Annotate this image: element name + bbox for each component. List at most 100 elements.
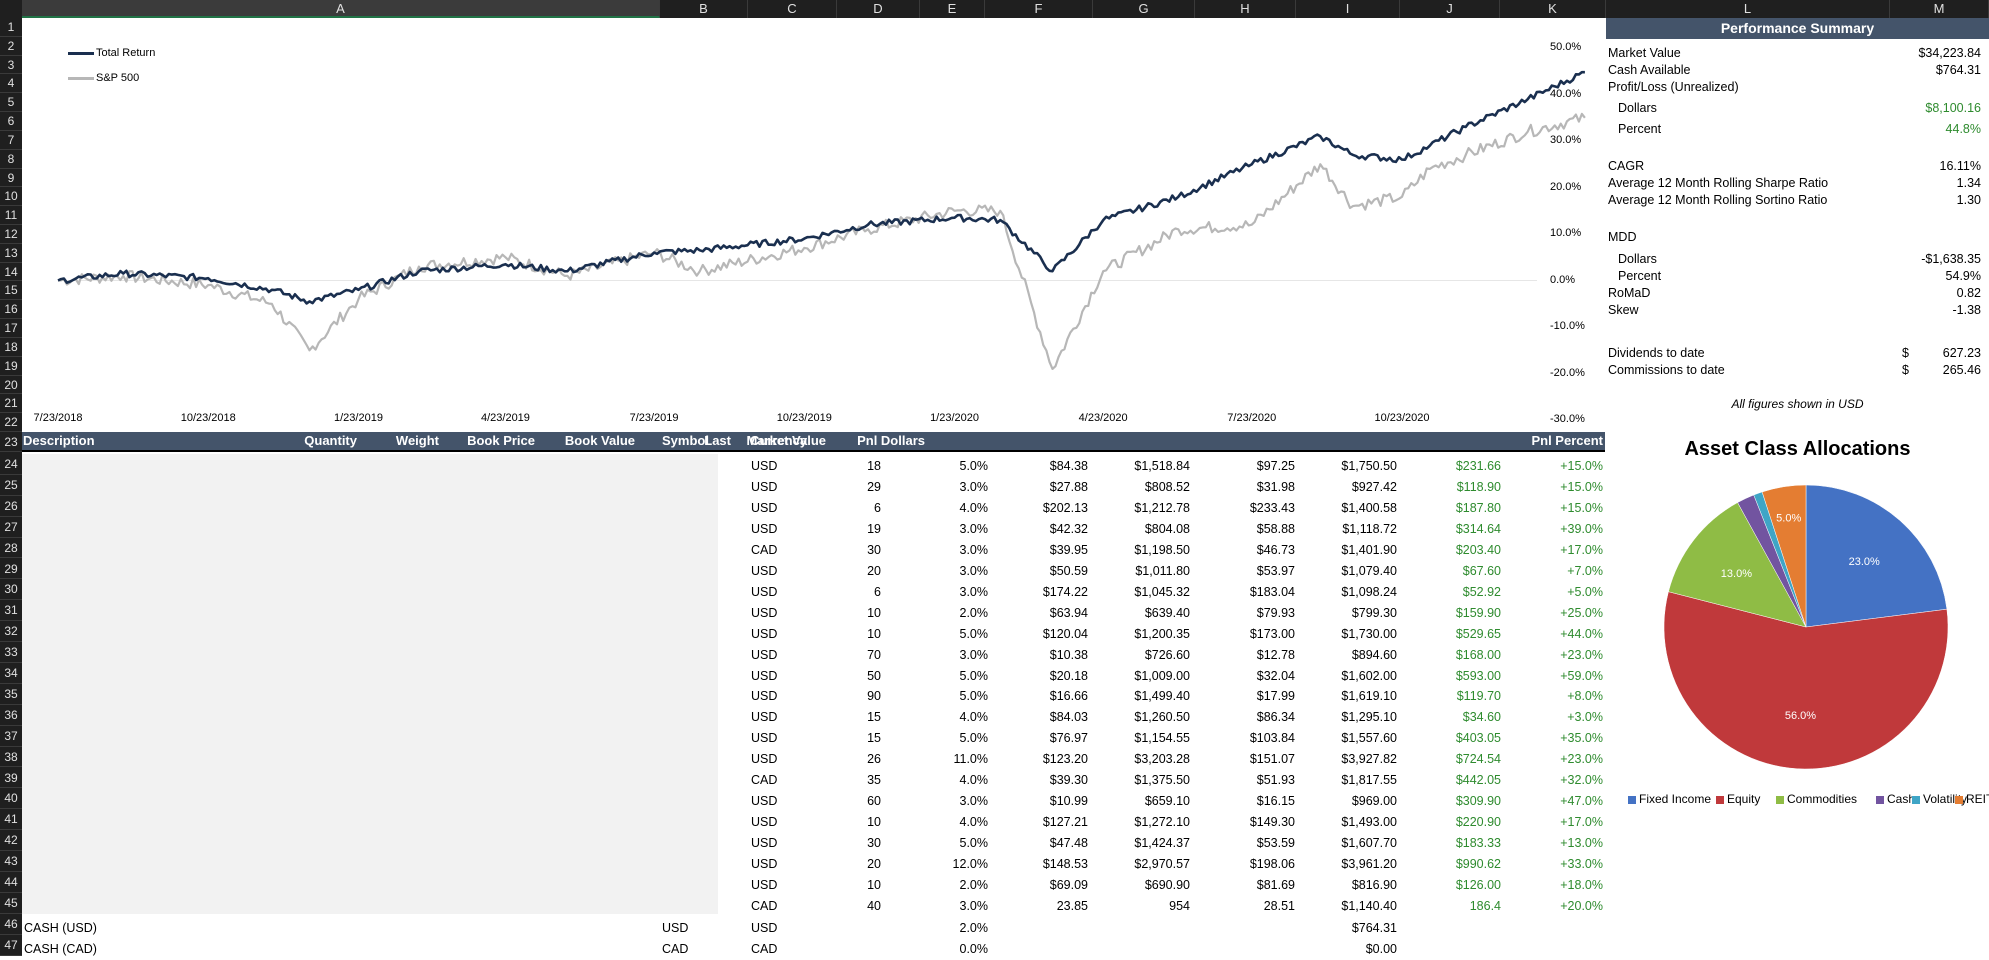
cell-quantity[interactable]: 10 bbox=[867, 815, 881, 830]
header-last[interactable]: Last bbox=[704, 433, 731, 448]
cell-currency[interactable]: USD bbox=[751, 668, 778, 683]
cell-pnl-dollars[interactable]: $67.60 bbox=[1462, 563, 1501, 578]
cell-pnl-dollars[interactable]: $220.90 bbox=[1455, 815, 1501, 830]
cagr-label[interactable]: CAGR bbox=[1608, 159, 1645, 173]
cell-book-value[interactable]: $1,154.55 bbox=[1134, 731, 1190, 746]
cell-last[interactable]: 28.51 bbox=[1263, 898, 1295, 913]
row-header-28[interactable]: 28 bbox=[0, 538, 22, 559]
pie-slice-fixed-income[interactable] bbox=[1805, 484, 1948, 628]
row-header-13[interactable]: 13 bbox=[0, 244, 22, 263]
commissions-label[interactable]: Commissions to date bbox=[1608, 363, 1725, 377]
cell-book-value[interactable]: $1,518.84 bbox=[1134, 459, 1190, 473]
cell-book-value[interactable]: $2,970.57 bbox=[1134, 857, 1190, 872]
cash-usd-market-value[interactable]: $764.31 bbox=[1351, 921, 1397, 935]
row-header-11[interactable]: 11 bbox=[0, 206, 22, 225]
cell-last[interactable]: $16.15 bbox=[1256, 794, 1295, 809]
cell-book-price[interactable]: $174.22 bbox=[1042, 584, 1088, 599]
column-header-e[interactable]: E bbox=[920, 0, 985, 18]
pie-slice-reit[interactable] bbox=[1761, 484, 1807, 628]
cell-last[interactable]: $46.73 bbox=[1256, 542, 1295, 557]
cash-available-label[interactable]: Cash Available bbox=[1608, 63, 1691, 77]
cell-pnl-dollars[interactable]: $442.05 bbox=[1455, 773, 1501, 788]
row-header-26[interactable]: 26 bbox=[0, 496, 22, 517]
cell-last[interactable]: $31.98 bbox=[1256, 479, 1295, 494]
cell-pnl-dollars[interactable]: $529.65 bbox=[1455, 626, 1501, 641]
row-header-32[interactable]: 32 bbox=[0, 621, 22, 643]
cell-last[interactable]: $149.30 bbox=[1249, 815, 1295, 830]
romad-label[interactable]: RoMaD bbox=[1608, 286, 1651, 300]
cell-pnl-dollars[interactable]: $119.70 bbox=[1456, 689, 1501, 704]
cell-quantity[interactable]: 90 bbox=[867, 689, 881, 704]
cell-last[interactable]: $97.25 bbox=[1256, 459, 1295, 473]
cell-book-price[interactable]: $10.99 bbox=[1049, 794, 1088, 809]
row-header-7[interactable]: 7 bbox=[0, 131, 22, 150]
cell-weight[interactable]: 5.0% bbox=[959, 836, 989, 851]
cell-pnl-percent[interactable]: +17.0% bbox=[1560, 815, 1603, 830]
header-currency[interactable]: Currency bbox=[750, 433, 808, 448]
row-header-27[interactable]: 27 bbox=[0, 517, 22, 538]
row-header-1[interactable]: 1 bbox=[0, 18, 22, 37]
sortino-value[interactable]: 1.30 bbox=[1956, 193, 1981, 207]
cell-book-value[interactable]: $1,375.50 bbox=[1134, 773, 1190, 788]
cell-quantity[interactable]: 35 bbox=[867, 773, 881, 788]
cell-market-value[interactable]: $3,961.20 bbox=[1341, 857, 1397, 872]
cell-last[interactable]: $32.04 bbox=[1256, 668, 1295, 683]
cell-market-value[interactable]: $1,750.50 bbox=[1341, 459, 1397, 473]
cell-weight[interactable]: 2.0% bbox=[959, 878, 989, 892]
cell-weight[interactable]: 3.0% bbox=[959, 898, 989, 913]
cell-currency[interactable]: USD bbox=[751, 605, 778, 620]
header-pnl-percent[interactable]: Pnl Percent bbox=[1531, 433, 1603, 448]
cell-currency[interactable]: USD bbox=[751, 626, 778, 641]
cell-book-price[interactable]: $84.38 bbox=[1049, 459, 1088, 473]
cell-book-value[interactable]: $1,499.40 bbox=[1134, 689, 1190, 704]
cell-book-value[interactable]: $1,011.80 bbox=[1135, 563, 1190, 578]
cell-currency[interactable]: USD bbox=[751, 584, 778, 599]
column-header-h[interactable]: H bbox=[1195, 0, 1296, 18]
cell-book-price[interactable]: $202.13 bbox=[1042, 500, 1088, 515]
column-header-k[interactable]: K bbox=[1500, 0, 1606, 18]
row-header-38[interactable]: 38 bbox=[0, 747, 22, 768]
cell-pnl-percent[interactable]: +15.0% bbox=[1560, 500, 1603, 515]
cell-last[interactable]: $51.93 bbox=[1256, 773, 1295, 788]
cell-last[interactable]: $81.69 bbox=[1256, 878, 1295, 892]
cell-pnl-percent[interactable]: +44.0% bbox=[1560, 626, 1603, 641]
cell-currency[interactable]: USD bbox=[751, 752, 778, 767]
cell-market-value[interactable]: $1,140.40 bbox=[1341, 898, 1397, 913]
cell-pnl-percent[interactable]: +3.0% bbox=[1567, 710, 1603, 725]
cell-book-price[interactable]: $63.94 bbox=[1049, 605, 1088, 620]
cell-weight[interactable]: 5.0% bbox=[959, 626, 989, 641]
mdd-dollars-label[interactable]: Dollars bbox=[1618, 252, 1657, 266]
column-header-f[interactable]: F bbox=[985, 0, 1093, 18]
cell-market-value[interactable]: $1,607.70 bbox=[1341, 836, 1397, 851]
cell-market-value[interactable]: $1,817.55 bbox=[1341, 773, 1397, 788]
row-header-19[interactable]: 19 bbox=[0, 357, 22, 376]
cell-book-price[interactable]: $76.97 bbox=[1049, 731, 1088, 746]
cell-quantity[interactable]: 20 bbox=[867, 563, 881, 578]
cell-book-value[interactable]: $1,272.10 bbox=[1134, 815, 1190, 830]
cell-last[interactable]: $103.84 bbox=[1249, 731, 1295, 746]
cell-book-price[interactable]: 23.85 bbox=[1056, 898, 1088, 913]
row-header-4[interactable]: 4 bbox=[0, 74, 22, 94]
cell-book-value[interactable]: $1,045.32 bbox=[1134, 584, 1190, 599]
cell-market-value[interactable]: $1,493.00 bbox=[1341, 815, 1397, 830]
cell-pnl-dollars[interactable]: $159.90 bbox=[1455, 605, 1501, 620]
column-header-l[interactable]: L bbox=[1606, 0, 1890, 18]
column-header-c[interactable]: C bbox=[748, 0, 837, 18]
cell-quantity[interactable]: 26 bbox=[867, 752, 881, 767]
cell-book-price[interactable]: $42.32 bbox=[1049, 521, 1088, 536]
cell-last[interactable]: $12.78 bbox=[1256, 647, 1295, 662]
cell-weight[interactable]: 3.0% bbox=[959, 794, 989, 809]
cell-book-price[interactable]: $20.18 bbox=[1049, 668, 1088, 683]
row-header-10[interactable]: 10 bbox=[0, 187, 22, 207]
cell-pnl-percent[interactable]: +47.0% bbox=[1560, 794, 1603, 809]
cell-weight[interactable]: 3.0% bbox=[959, 584, 989, 599]
row-header-17[interactable]: 17 bbox=[0, 319, 22, 338]
cell-pnl-percent[interactable]: +59.0% bbox=[1560, 668, 1603, 683]
sharpe-label[interactable]: Average 12 Month Rolling Sharpe Ratio bbox=[1608, 176, 1829, 190]
cell-market-value[interactable]: $927.42 bbox=[1351, 479, 1397, 494]
cell-quantity[interactable]: 10 bbox=[867, 626, 881, 641]
cash-cad-description[interactable]: CASH (CAD) bbox=[24, 942, 97, 956]
cell-book-price[interactable]: $69.09 bbox=[1049, 878, 1088, 892]
row-header-18[interactable]: 18 bbox=[0, 338, 22, 357]
cell-pnl-percent[interactable]: +32.0% bbox=[1560, 773, 1603, 788]
